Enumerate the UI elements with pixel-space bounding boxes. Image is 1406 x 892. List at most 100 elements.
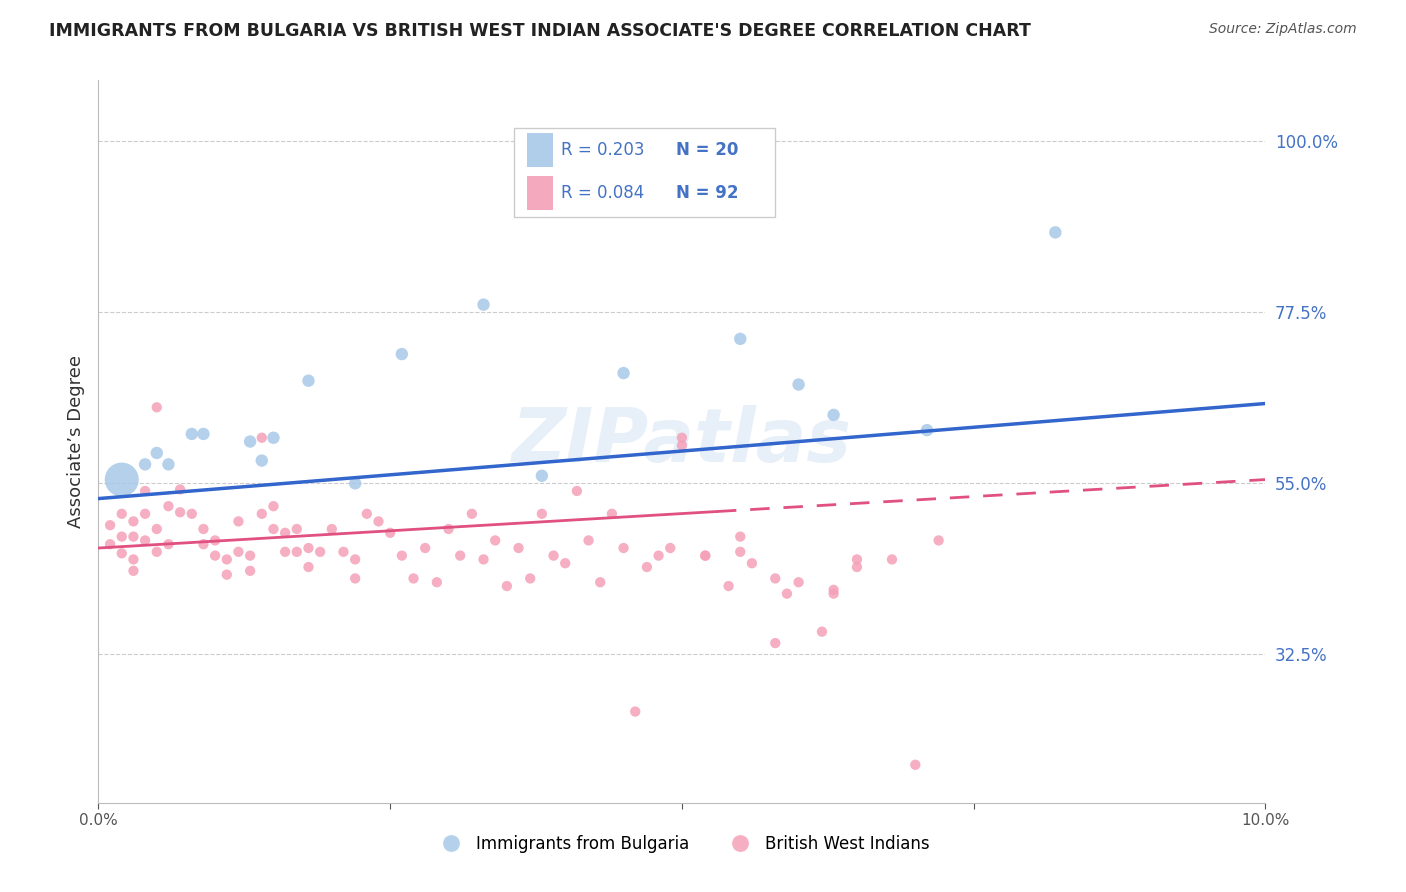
Text: Source: ZipAtlas.com: Source: ZipAtlas.com bbox=[1209, 22, 1357, 37]
Point bbox=[250, 453, 273, 467]
Text: R = 0.084: R = 0.084 bbox=[561, 184, 644, 202]
Point bbox=[193, 522, 215, 536]
Point bbox=[250, 507, 273, 521]
Point bbox=[122, 552, 145, 566]
Point bbox=[811, 624, 834, 639]
Point bbox=[111, 530, 134, 544]
Point bbox=[391, 347, 413, 361]
Text: ZIPatlas: ZIPatlas bbox=[512, 405, 852, 478]
Point bbox=[274, 545, 297, 559]
Text: IMMIGRANTS FROM BULGARIA VS BRITISH WEST INDIAN ASSOCIATE'S DEGREE CORRELATION C: IMMIGRANTS FROM BULGARIA VS BRITISH WEST… bbox=[49, 22, 1031, 40]
Point bbox=[636, 560, 658, 574]
Point bbox=[695, 549, 717, 563]
Point bbox=[344, 571, 367, 585]
Point bbox=[297, 560, 319, 574]
Text: N = 92: N = 92 bbox=[676, 184, 738, 202]
Point bbox=[578, 533, 600, 548]
Point bbox=[215, 567, 238, 582]
Point bbox=[413, 541, 436, 555]
Point bbox=[134, 507, 156, 521]
Point bbox=[787, 575, 810, 590]
Point bbox=[928, 533, 950, 548]
Point bbox=[297, 374, 319, 388]
Point bbox=[508, 541, 530, 555]
Point bbox=[157, 537, 180, 551]
Point bbox=[846, 560, 869, 574]
Point bbox=[671, 431, 693, 445]
Point bbox=[730, 332, 752, 346]
Point bbox=[787, 377, 810, 392]
Point bbox=[111, 546, 134, 560]
Point bbox=[262, 499, 284, 513]
Point bbox=[228, 515, 250, 529]
Point bbox=[763, 571, 786, 585]
Point bbox=[262, 522, 284, 536]
Point bbox=[437, 522, 460, 536]
Point bbox=[285, 545, 308, 559]
Point bbox=[730, 530, 752, 544]
Point bbox=[169, 505, 191, 519]
Point bbox=[228, 545, 250, 559]
Point bbox=[146, 522, 169, 536]
Point bbox=[356, 507, 378, 521]
Point bbox=[530, 468, 553, 483]
Point bbox=[193, 426, 215, 441]
Point bbox=[180, 426, 202, 441]
Point bbox=[823, 408, 845, 422]
Point bbox=[297, 541, 319, 555]
Point bbox=[321, 522, 343, 536]
Point bbox=[193, 537, 215, 551]
Point bbox=[98, 537, 121, 551]
Point bbox=[565, 483, 588, 498]
Point bbox=[496, 579, 519, 593]
Point bbox=[543, 549, 565, 563]
Point bbox=[98, 518, 121, 533]
Point bbox=[472, 552, 495, 566]
Point bbox=[204, 549, 226, 563]
Point bbox=[204, 533, 226, 548]
Text: R = 0.203: R = 0.203 bbox=[561, 141, 644, 159]
Point bbox=[846, 552, 869, 566]
Point bbox=[169, 483, 191, 497]
Point bbox=[309, 545, 332, 559]
Point bbox=[659, 541, 682, 555]
Point bbox=[122, 564, 145, 578]
Point bbox=[624, 705, 647, 719]
Point bbox=[367, 515, 389, 529]
Point bbox=[717, 579, 740, 593]
Point bbox=[380, 525, 402, 540]
Point bbox=[426, 575, 449, 590]
Point bbox=[262, 431, 284, 445]
Point bbox=[134, 483, 156, 498]
Point bbox=[741, 556, 763, 570]
Point bbox=[449, 549, 471, 563]
Point bbox=[239, 434, 262, 449]
Point bbox=[180, 507, 202, 521]
Point bbox=[146, 401, 169, 415]
Point bbox=[250, 431, 273, 445]
Point bbox=[612, 366, 634, 380]
Point bbox=[391, 549, 413, 563]
Bar bbox=[527, 176, 553, 210]
Point bbox=[344, 476, 367, 491]
Legend: Immigrants from Bulgaria, British West Indians: Immigrants from Bulgaria, British West I… bbox=[427, 828, 936, 860]
Point bbox=[134, 533, 156, 548]
Point bbox=[332, 545, 354, 559]
Point bbox=[146, 446, 169, 460]
Point bbox=[484, 533, 506, 548]
Point bbox=[402, 571, 425, 585]
Text: N = 20: N = 20 bbox=[676, 141, 738, 159]
Point bbox=[1045, 226, 1067, 240]
Point bbox=[589, 575, 612, 590]
Point bbox=[823, 587, 845, 601]
Point bbox=[215, 552, 238, 566]
Point bbox=[111, 507, 134, 521]
Point bbox=[146, 545, 169, 559]
Point bbox=[285, 522, 308, 536]
Point bbox=[647, 549, 669, 563]
Point bbox=[344, 552, 367, 566]
Point bbox=[612, 541, 634, 555]
Point bbox=[763, 636, 786, 650]
Point bbox=[880, 552, 903, 566]
Point bbox=[461, 507, 484, 521]
